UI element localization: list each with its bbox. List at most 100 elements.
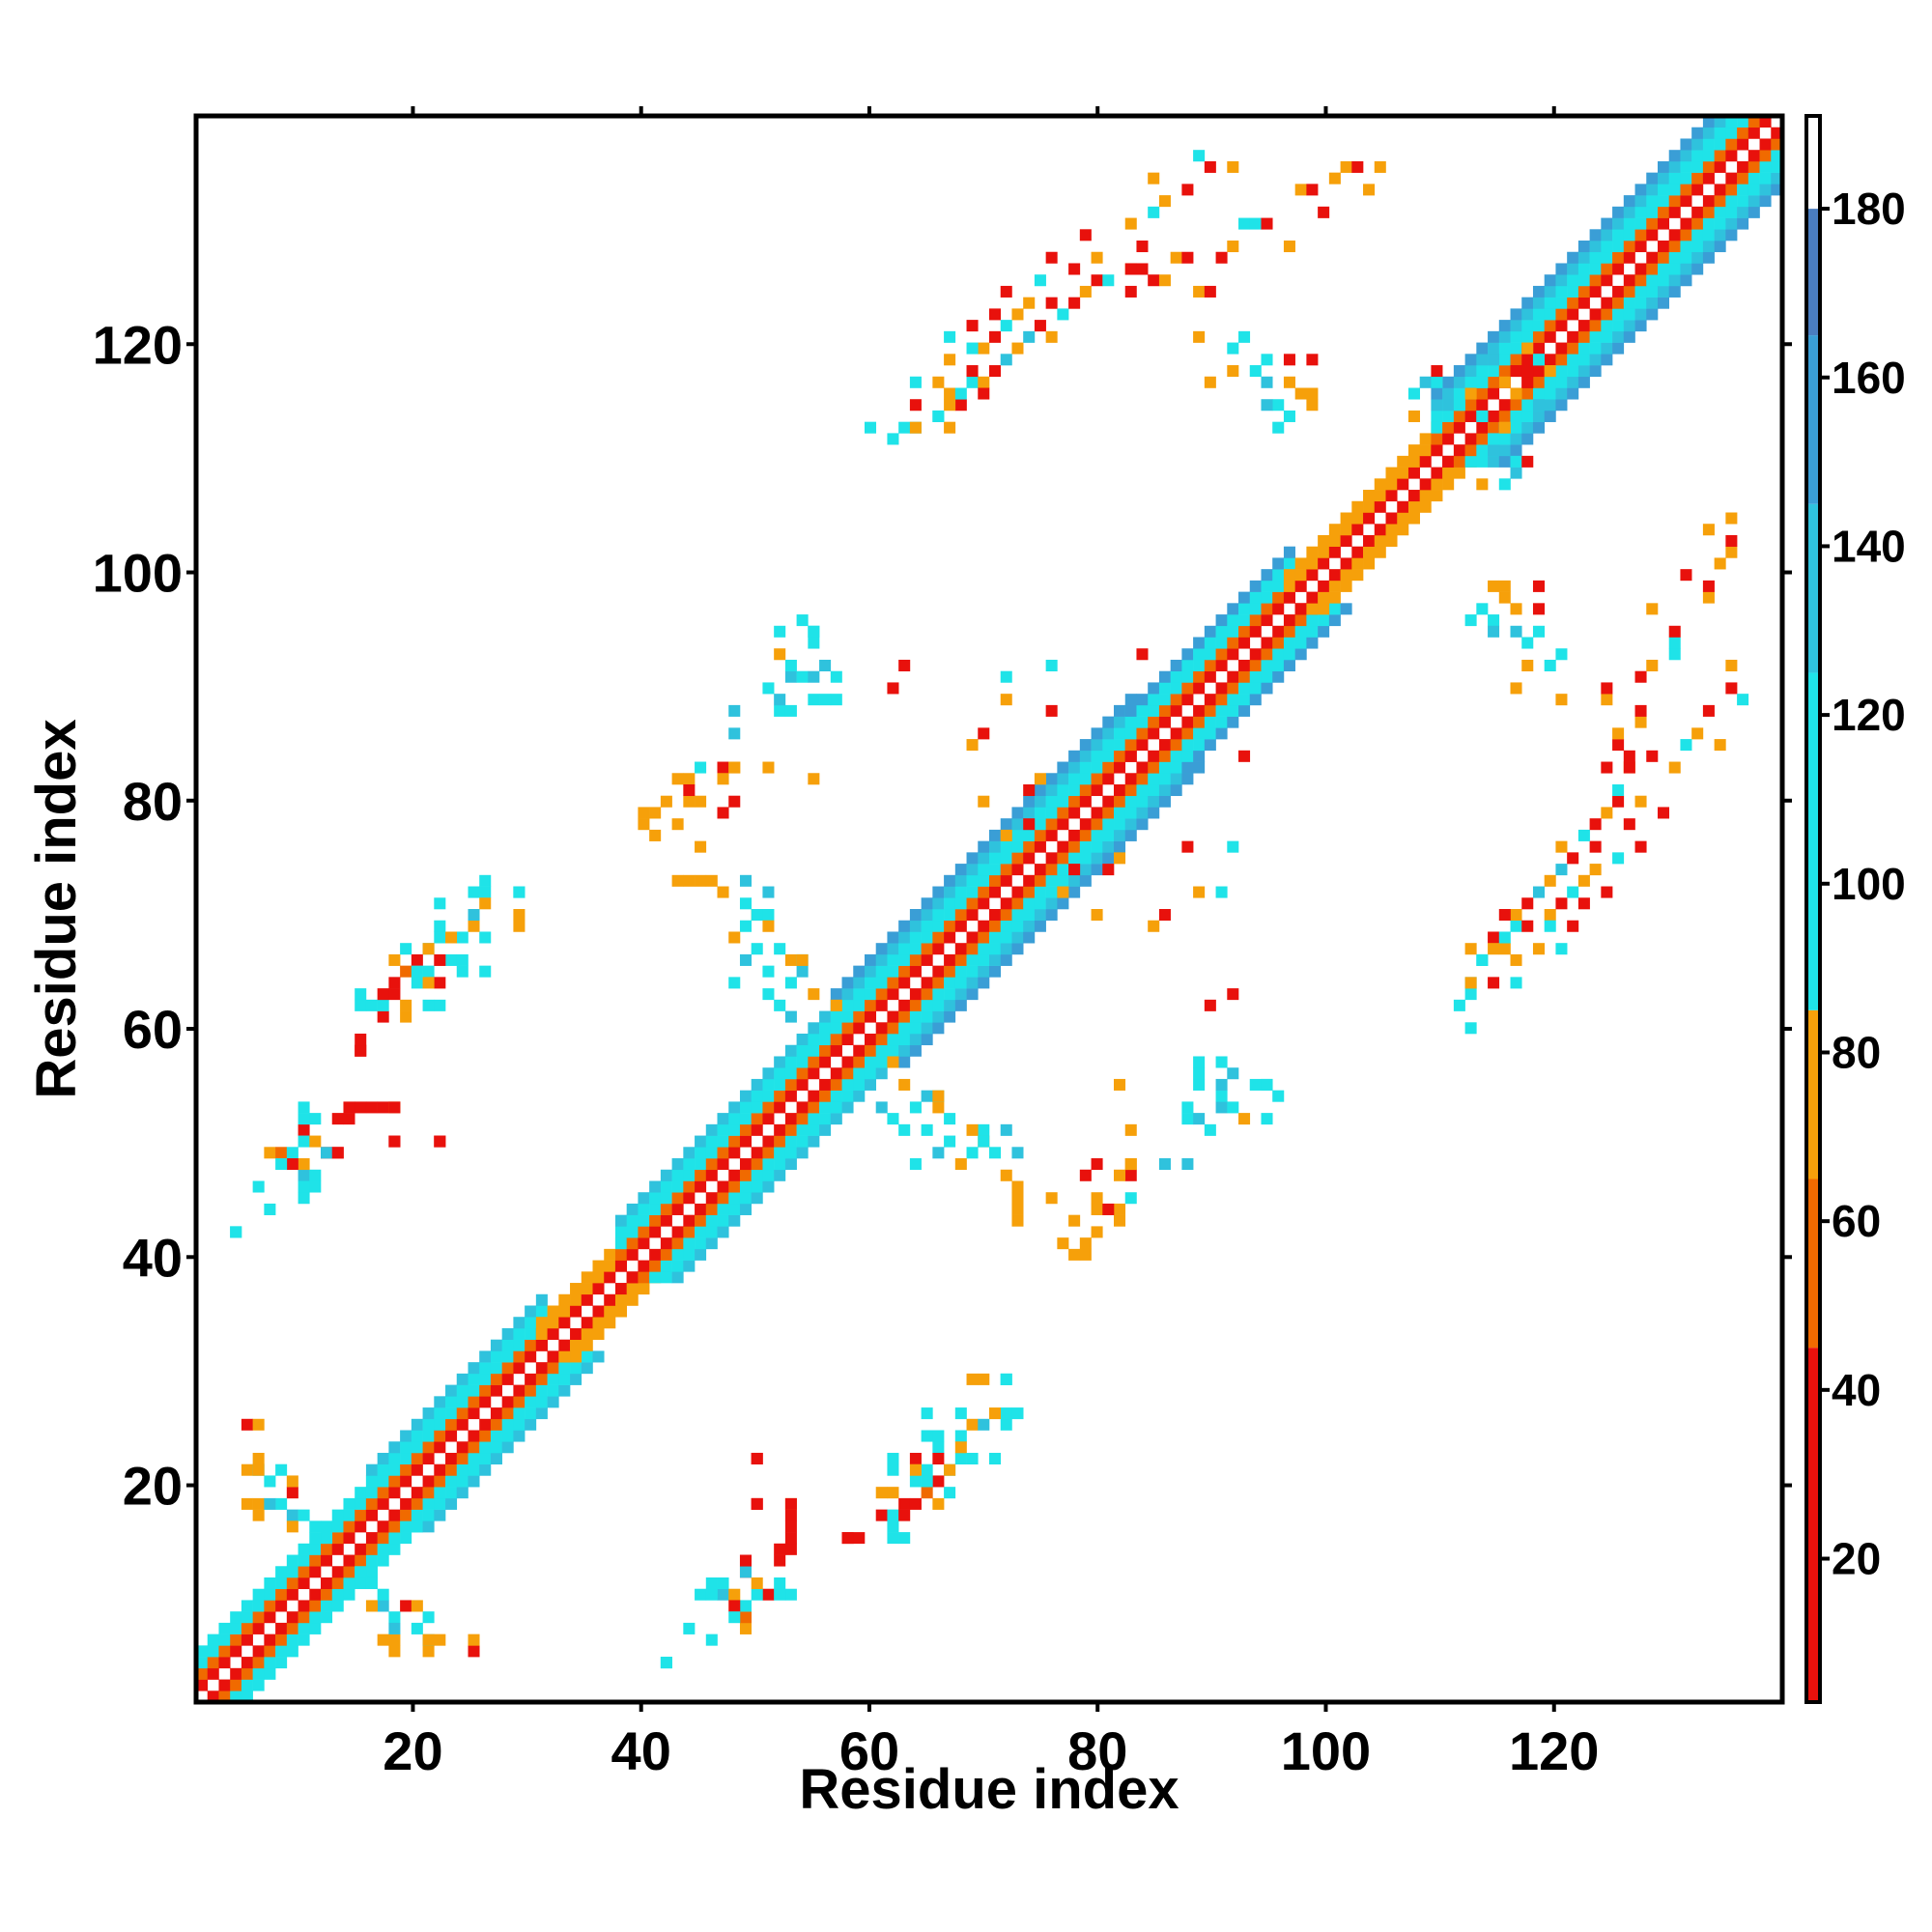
- heatmap-cell: [1215, 1078, 1228, 1091]
- heatmap-cell: [1476, 603, 1489, 615]
- heatmap-cell: [830, 1078, 842, 1091]
- heatmap-cell: [1170, 251, 1182, 264]
- heatmap-cell: [1204, 160, 1216, 173]
- heatmap-cell: [479, 1396, 492, 1408]
- heatmap-cell: [1045, 864, 1058, 876]
- heatmap-cell: [1691, 251, 1704, 264]
- heatmap-cell: [909, 909, 922, 922]
- heatmap-cell: [1646, 297, 1659, 309]
- heatmap-cell: [1488, 387, 1500, 400]
- heatmap-cell: [1544, 920, 1556, 932]
- y-tick-label: 20: [123, 1456, 183, 1517]
- heatmap-cell: [796, 1056, 809, 1068]
- heatmap-cell: [1294, 637, 1307, 649]
- heatmap-cell: [966, 739, 979, 752]
- heatmap-cell: [808, 1101, 820, 1114]
- heatmap-cell: [1510, 682, 1522, 695]
- heatmap-cell: [695, 761, 707, 774]
- heatmap-cell: [1737, 206, 1749, 218]
- heatmap-cell: [909, 1044, 922, 1057]
- heatmap-cell: [1657, 217, 1670, 230]
- heatmap-cell: [298, 1169, 310, 1181]
- heatmap-cell: [1407, 444, 1420, 457]
- heatmap-cell: [365, 1532, 378, 1545]
- heatmap-cell: [1011, 342, 1024, 355]
- heatmap-cell: [1227, 1101, 1239, 1114]
- heatmap-cell: [1340, 569, 1352, 582]
- heatmap-cell: [1374, 546, 1386, 558]
- heatmap-cells: [196, 116, 1783, 1703]
- heatmap-cell: [1181, 750, 1194, 762]
- heatmap-cell: [978, 897, 990, 910]
- heatmap-cell: [1419, 500, 1432, 513]
- heatmap-cell: [921, 1123, 933, 1136]
- heatmap-cell: [1714, 184, 1726, 196]
- heatmap-cell: [695, 1158, 707, 1171]
- heatmap-cell: [400, 1452, 412, 1464]
- heatmap-cell: [1114, 1214, 1126, 1227]
- heatmap-cell: [784, 1543, 797, 1555]
- heatmap-cell: [501, 1373, 514, 1385]
- heatmap-cell: [1510, 354, 1522, 366]
- heatmap-cell: [218, 1645, 231, 1658]
- heatmap-cell: [1170, 670, 1182, 683]
- heatmap-cell: [547, 1305, 559, 1318]
- heatmap-cell: [388, 1543, 401, 1555]
- heatmap-cell: [547, 1373, 559, 1385]
- heatmap-cell: [286, 1475, 298, 1488]
- heatmap-cell: [1193, 761, 1206, 774]
- heatmap-cell: [1068, 840, 1081, 853]
- heatmap-cell: [1238, 670, 1251, 683]
- heatmap-cell: [1521, 920, 1534, 932]
- heatmap-cell: [1714, 739, 1726, 752]
- heatmap-cell: [1612, 330, 1625, 343]
- heatmap-cell: [445, 931, 458, 944]
- colorbar-tick-label: 20: [1832, 1534, 1881, 1584]
- heatmap-cell: [1589, 365, 1602, 378]
- heatmap-cell: [717, 1192, 729, 1205]
- heatmap-cell: [1521, 421, 1534, 434]
- heatmap-cell: [841, 999, 854, 1011]
- heatmap-cell: [614, 1293, 627, 1306]
- heatmap-cell: [252, 1679, 265, 1691]
- heatmap-cell: [445, 1497, 458, 1510]
- heatmap-cell: [1148, 783, 1160, 797]
- heatmap-cell: [864, 1010, 877, 1023]
- heatmap-cell: [1034, 795, 1046, 808]
- heatmap-cell: [377, 999, 389, 1011]
- heatmap-cell: [592, 1271, 605, 1284]
- heatmap-cell: [479, 897, 492, 910]
- heatmap-cell: [1634, 840, 1647, 853]
- heatmap-cell: [1601, 297, 1613, 309]
- heatmap-cell: [954, 1407, 967, 1420]
- heatmap-cell: [252, 1667, 265, 1680]
- heatmap-cell: [762, 761, 775, 774]
- heatmap-cell: [1238, 614, 1251, 627]
- heatmap-cell: [581, 1271, 593, 1284]
- heatmap-cell: [1091, 251, 1103, 264]
- heatmap-cell: [728, 795, 741, 808]
- heatmap-cell: [717, 1135, 729, 1148]
- heatmap-cell: [1623, 308, 1635, 321]
- heatmap-cell: [1532, 365, 1545, 378]
- heatmap-cell: [1136, 648, 1149, 661]
- heatmap-cell: [1249, 625, 1262, 638]
- heatmap-cell: [1714, 195, 1726, 208]
- heatmap-cell: [954, 943, 967, 955]
- heatmap-cell: [717, 761, 729, 774]
- heatmap-cell: [1215, 704, 1228, 717]
- heatmap-cell: [978, 931, 990, 944]
- heatmap-cell: [1680, 172, 1692, 185]
- heatmap-cell: [309, 1180, 322, 1193]
- heatmap-cell: [468, 1475, 480, 1488]
- heatmap-cell: [1328, 580, 1341, 592]
- heatmap-cell: [1747, 206, 1760, 218]
- heatmap-cell: [1136, 783, 1149, 797]
- heatmap-cell: [1397, 467, 1409, 479]
- heatmap-cell: [355, 1487, 367, 1499]
- heatmap-cell: [638, 1283, 650, 1295]
- colorbar-segment: [1806, 1348, 1820, 1702]
- heatmap-cell: [1589, 342, 1602, 355]
- x-axis: 20 40 60 80 100 120: [383, 106, 1599, 1781]
